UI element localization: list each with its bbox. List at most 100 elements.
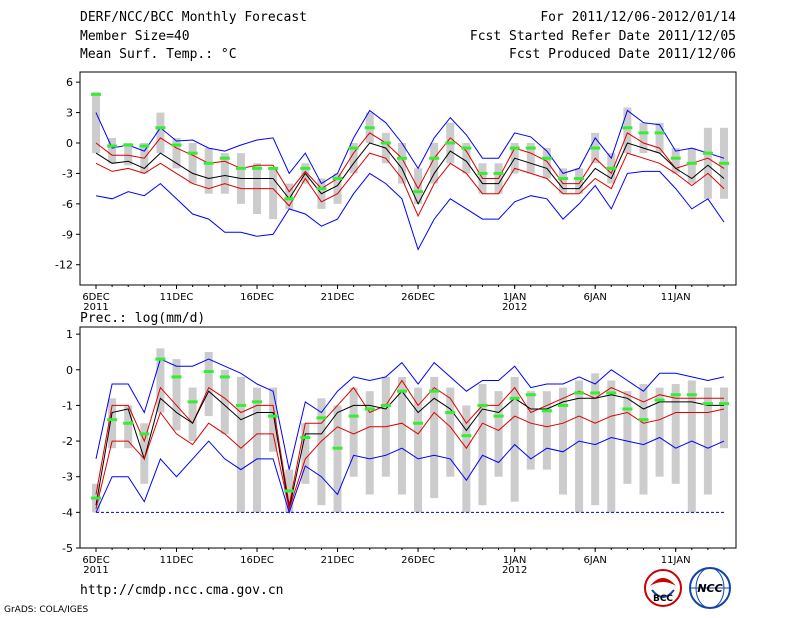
temp-frame — [80, 72, 736, 285]
prec-obs-marker — [155, 358, 165, 361]
temp-obs-marker — [671, 157, 681, 160]
prec-obs-marker — [333, 447, 343, 450]
temp-range-bar — [543, 148, 551, 178]
prec-obs-marker — [703, 402, 713, 405]
prec-obs-marker — [510, 397, 520, 400]
prec-ytick-label: -2 — [62, 435, 73, 448]
prec-range-bar — [205, 352, 213, 416]
prec-xtick-label: 26DEC — [401, 555, 435, 566]
prec-range-bar — [173, 359, 181, 430]
prec-range-bar — [607, 380, 615, 512]
prec-obs-marker — [638, 418, 648, 421]
prec-xtick-year: 2011 — [83, 565, 108, 576]
prec-range-bar — [478, 384, 486, 505]
temp-ytick-label: -12 — [55, 259, 73, 272]
prec-obs-marker — [477, 404, 487, 407]
prec-obs-marker — [123, 422, 133, 425]
temp-obs-marker — [445, 142, 455, 145]
source-url[interactable]: http://cmdp.ncc.cma.gov.cn — [80, 583, 284, 598]
temp-range-bar — [575, 168, 583, 193]
prec-obs-marker — [107, 418, 117, 421]
prec-range-bar — [672, 384, 680, 484]
temp-obs-marker — [477, 172, 487, 175]
prec-ytick-label: -1 — [62, 399, 73, 412]
prec-range-bar — [575, 380, 583, 512]
prec-obs-marker — [91, 497, 101, 500]
temp-obs-marker — [349, 147, 359, 150]
prec-obs-marker — [316, 416, 326, 419]
prec-obs-marker — [558, 404, 568, 407]
prec-range-bar — [688, 380, 696, 512]
prec-obs-marker — [188, 400, 198, 403]
temp-range-bar — [704, 128, 712, 199]
prec-obs-marker — [429, 390, 439, 393]
temp-ytick-label: -3 — [62, 167, 73, 180]
temp-range-bar — [269, 168, 277, 219]
prec-ytick-label: 1 — [66, 328, 73, 341]
temp-obs-marker — [236, 167, 246, 170]
prec-obs-marker — [381, 404, 391, 407]
temp-obs-marker — [91, 93, 101, 96]
prec-range-bar — [221, 370, 229, 434]
prec-obs-marker — [236, 404, 246, 407]
temp-obs-marker — [542, 157, 552, 160]
prec-obs-marker — [445, 411, 455, 414]
temp-ytick-label: 3 — [66, 107, 73, 120]
temp-obs-marker — [622, 126, 632, 129]
temp-obs-marker — [220, 157, 230, 160]
temp-obs-marker — [461, 147, 471, 150]
prec-range-bar — [462, 405, 470, 512]
temp-ytick-label: 0 — [66, 137, 73, 150]
temp-obs-marker — [107, 145, 117, 148]
temp-obs-marker — [413, 190, 423, 193]
temp-obs-marker — [494, 172, 504, 175]
temp-obs-marker — [252, 167, 262, 170]
prec-obs-marker — [606, 391, 616, 394]
temp-obs-marker — [606, 167, 616, 170]
temp-obs-marker — [365, 126, 375, 129]
prec-range-bar — [414, 388, 422, 513]
temp-obs-marker — [268, 167, 278, 170]
prec-obs-marker — [139, 432, 149, 435]
temp-range-bar — [156, 113, 164, 154]
temp-obs-marker — [188, 152, 198, 155]
prec-obs-marker — [252, 400, 262, 403]
prec-xtick-label: 21DEC — [321, 555, 355, 566]
prec-range-bar — [623, 391, 631, 484]
prec-obs-marker — [671, 393, 681, 396]
temp-obs-marker — [526, 147, 536, 150]
ncc-logo-text: NCC — [697, 582, 722, 595]
prec-range-bar — [334, 405, 342, 512]
temp-obs-marker — [397, 157, 407, 160]
prec-range-bar — [511, 377, 519, 502]
temp-xtick-label: 26DEC — [401, 292, 435, 303]
prec-obs-marker — [397, 390, 407, 393]
prec-ytick-label: -5 — [62, 542, 73, 555]
temp-xtick-year: 2011 — [83, 302, 108, 313]
prec-ytick-label: 0 — [66, 364, 73, 377]
temp-obs-marker — [510, 147, 520, 150]
prec-obs-marker — [526, 393, 536, 396]
prec-obs-marker — [574, 391, 584, 394]
prec-xtick-label: 6JAN — [583, 555, 606, 566]
prec-xtick-label: 11JAN — [661, 555, 691, 566]
prec-obs-marker — [284, 489, 294, 492]
temp-obs-marker — [719, 162, 729, 165]
prec-range-bar — [269, 388, 277, 452]
prec-obs-marker — [300, 436, 310, 439]
temp-range-bar — [205, 148, 213, 194]
temp-obs-marker — [172, 144, 182, 147]
temp-obs-marker — [155, 126, 165, 129]
prec-obs-marker — [590, 391, 600, 394]
temp-obs-marker — [558, 177, 568, 180]
prec-obs-marker — [204, 370, 214, 373]
temp-ytick-label: -6 — [62, 198, 73, 211]
grads-credit: GrADS: COLA/IGES — [4, 605, 88, 615]
prec-range-bar — [237, 377, 245, 512]
temp-obs-marker — [300, 167, 310, 170]
prec-range-bar — [317, 398, 325, 505]
prec-obs-marker — [220, 375, 230, 378]
temp-obs-marker — [204, 162, 214, 165]
prec-range-bar — [189, 388, 197, 441]
